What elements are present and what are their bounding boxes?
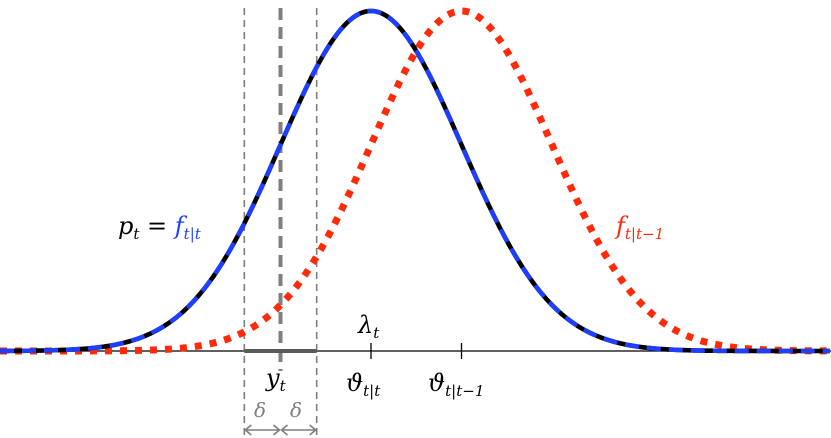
f-prior-label: ft|t−1 bbox=[614, 212, 664, 243]
y-label: yt bbox=[265, 364, 287, 395]
prior-density-f-t-given-t-minus-1-curve bbox=[0, 7, 830, 355]
vartheta-t-t-minus-1-label: ϑt|t−1 bbox=[428, 369, 484, 400]
p-equals-f-label: pt = ft|t bbox=[118, 212, 202, 243]
delta-right-label: δ bbox=[290, 398, 302, 422]
delta-arrows bbox=[244, 424, 317, 436]
posterior-density-f-t-given-t-blue-curve bbox=[0, 8, 830, 354]
delta-left-label: δ bbox=[254, 398, 266, 422]
vartheta-t-t-label: ϑt|t bbox=[346, 369, 381, 400]
lambda-label: λt bbox=[357, 311, 380, 342]
posterior-density-pt-black-curve bbox=[0, 8, 830, 354]
